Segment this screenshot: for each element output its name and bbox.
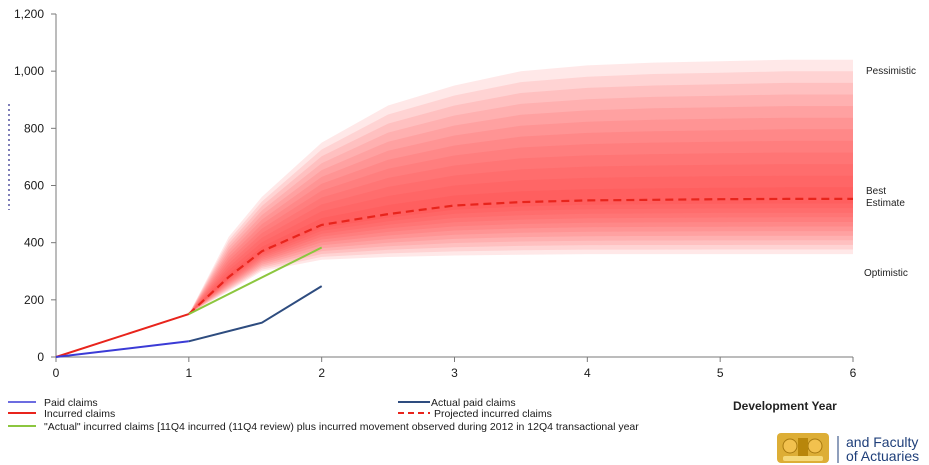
fan-band-8 xyxy=(188,106,854,315)
x-tick-label: 1 xyxy=(185,366,192,380)
projected-incurred-claims-line xyxy=(188,197,853,315)
x-tick-label: 3 xyxy=(451,366,458,380)
x-axis-title: Development Year xyxy=(733,399,837,413)
y-tick-label: 0 xyxy=(37,350,44,364)
logo-line-1: and Faculty xyxy=(846,434,918,450)
logo-line-2: of Actuaries xyxy=(846,448,919,464)
series-lines xyxy=(55,197,853,358)
fan-band-4 xyxy=(188,152,854,315)
legend-label-actual-paid-claims: Actual paid claims xyxy=(431,397,516,409)
legend-label-paid-claims: Paid claims xyxy=(44,397,98,409)
y-tick-label: 600 xyxy=(24,179,44,193)
fan-band-11 xyxy=(188,71,854,315)
x-tick-label: 0 xyxy=(53,366,60,380)
institute-logo: and Faculty of Actuaries xyxy=(777,433,919,464)
legend-label-actual-incurred: "Actual" incurred claims [11Q4 incurred … xyxy=(44,421,639,433)
actual-incurred-claims-line xyxy=(188,246,323,315)
y-tick-label: 200 xyxy=(24,293,44,307)
fan-bands xyxy=(188,59,854,315)
fan-band-3 xyxy=(188,164,854,315)
fan-band-2 xyxy=(188,175,854,315)
fan-band-9 xyxy=(188,94,854,315)
fan-band-12 xyxy=(188,59,854,315)
legend-label-projected-incurred: Projected incurred claims xyxy=(434,408,552,420)
incurred-claims-line xyxy=(55,313,190,358)
pessimistic-label: Pessimistic xyxy=(866,66,916,77)
fan-band-7 xyxy=(188,117,854,315)
paid-claims-line xyxy=(55,340,189,358)
best-estimate-label-line1: Best xyxy=(866,186,886,197)
legend: Paid claims Incurred claims "Actual" inc… xyxy=(8,397,639,433)
crest-icon xyxy=(777,433,829,463)
axis-ticks: 0 1 2 3 4 5 6 0 200 400 600 800 1,000 1,200 xyxy=(14,7,857,380)
fan-band-5 xyxy=(188,140,854,315)
x-tick-label: 5 xyxy=(717,366,724,380)
best-estimate-label-line2: Estimate xyxy=(866,198,905,209)
x-tick-label: 2 xyxy=(318,366,325,380)
optimistic-label: Optimistic xyxy=(864,268,908,279)
actual-paid-claims-line xyxy=(188,285,323,343)
x-tick-label: 4 xyxy=(584,366,591,380)
x-tick-label: 6 xyxy=(850,366,857,380)
y-tick-label: 400 xyxy=(24,236,44,250)
y-tick-label: 1,000 xyxy=(14,64,44,78)
y-tick-label: 800 xyxy=(24,121,44,135)
fan-band-10 xyxy=(188,82,854,315)
fan-band-6 xyxy=(188,129,854,315)
legend-label-incurred-claims: Incurred claims xyxy=(44,408,115,420)
y-tick-label: 1,200 xyxy=(14,7,44,21)
